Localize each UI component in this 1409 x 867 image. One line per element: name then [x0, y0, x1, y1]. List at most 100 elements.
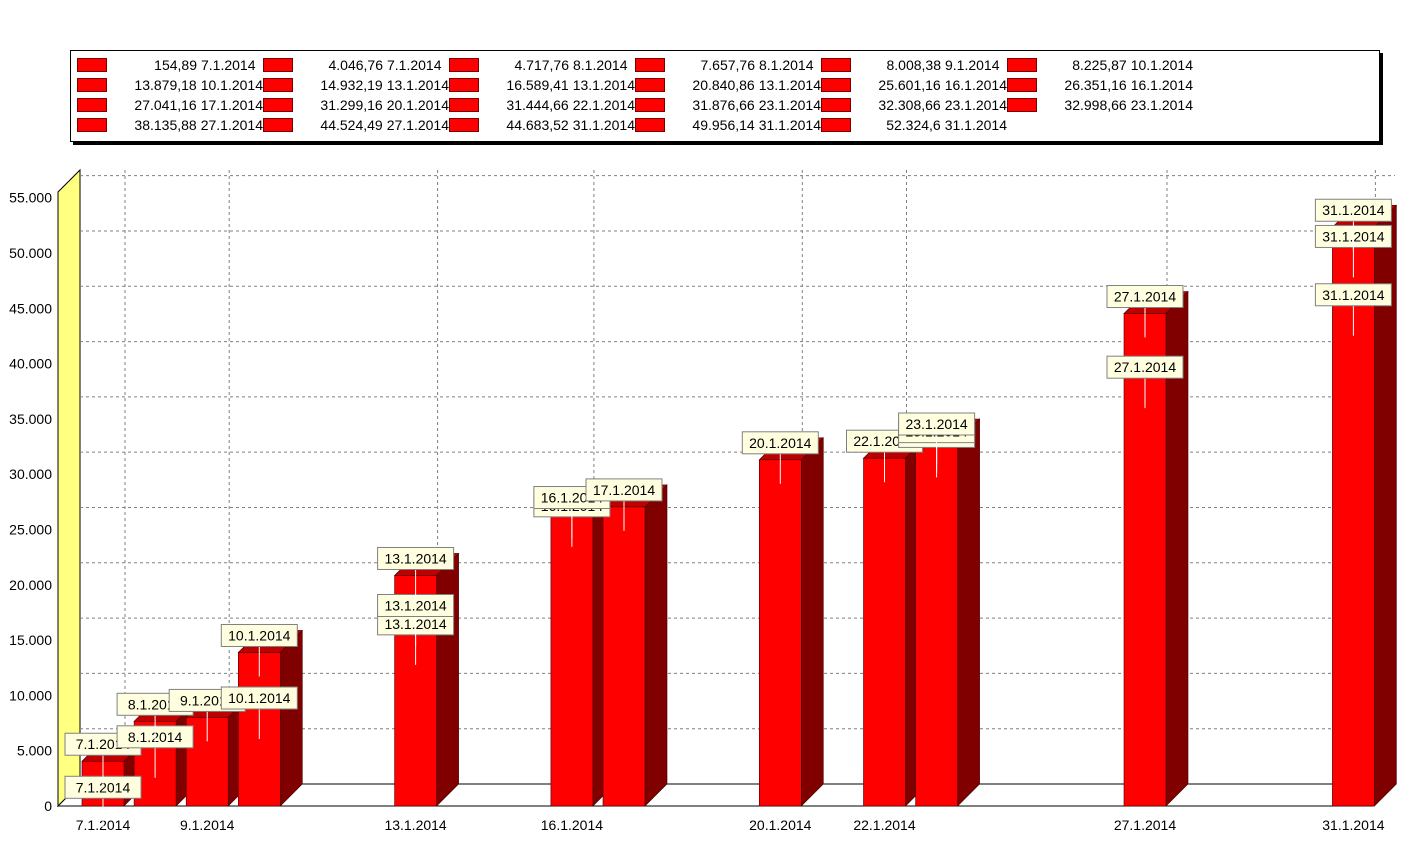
legend-date: 7.1.2014: [387, 57, 442, 73]
y-tick-label: 55.000: [9, 190, 52, 206]
legend-date: 16.1.2014: [1130, 77, 1193, 93]
data-label-text: 10.1.2014: [228, 690, 290, 706]
data-label: 31.1.2014: [1314, 198, 1392, 252]
legend-swatch: [449, 98, 479, 112]
legend-swatch: [821, 98, 851, 112]
legend-item: 32.308,66 23.1.2014: [821, 95, 1007, 115]
bar: [758, 437, 825, 807]
data-label: 10.1.2014: [220, 623, 298, 677]
legend-item: 32.998,66 23.1.2014: [1007, 95, 1193, 115]
legend-swatch: [263, 58, 293, 72]
legend-swatch: [263, 118, 293, 132]
bars: [81, 204, 1398, 807]
legend-value: 38.135,88: [134, 117, 197, 133]
bar-side: [436, 552, 459, 807]
data-label-box: [220, 623, 298, 647]
legend-item: 16.589,41 13.1.2014: [449, 75, 635, 95]
y-tick-label: 0: [44, 798, 52, 814]
legend-swatch: [821, 118, 851, 132]
bar-front: [758, 459, 802, 807]
data-label: 13.1.2014: [377, 546, 455, 600]
data-label-box: [741, 431, 819, 455]
legend-date: 7.1.2014: [201, 57, 256, 73]
x-tick-label: 16.1.2014: [541, 817, 603, 833]
x-tick-label: 31.1.2014: [1322, 817, 1384, 833]
legend-date: 22.1.2014: [572, 97, 635, 113]
data-label: 31.1.2014: [1314, 283, 1392, 336]
legend-date: 9.1.2014: [945, 57, 1000, 73]
x-tick-label: 20.1.2014: [749, 817, 811, 833]
legend-value: 26.351,16: [1064, 77, 1127, 93]
legend-item: 13.879,18 10.1.2014: [77, 75, 263, 95]
legend-item: 20.840,86 13.1.2014: [635, 75, 821, 95]
legend-date: 23.1.2014: [758, 97, 821, 113]
legend-value: 31.876,66: [692, 97, 755, 113]
legend-date: 8.1.2014: [573, 57, 628, 73]
legend-swatch: [263, 98, 293, 112]
legend-item: 44.683,52 31.1.2014: [449, 115, 635, 135]
bar: [914, 418, 981, 807]
legend-value: 8.008,38: [886, 57, 942, 73]
legend-swatch: [77, 58, 107, 72]
legend-value: 16.589,41: [506, 77, 569, 93]
legend-date: 16.1.2014: [944, 77, 1007, 93]
data-label-text: 7.1.2014: [76, 779, 131, 795]
data-label-text: 13.1.2014: [384, 598, 446, 614]
data-label: 7.1.2014: [64, 775, 142, 829]
legend-value: 14.932,19: [320, 77, 383, 93]
y-tick-label: 20.000: [9, 577, 52, 593]
legend-swatch: [77, 78, 107, 92]
data-label-text: 17.1.2014: [593, 482, 655, 498]
legend-swatch: [821, 58, 851, 72]
bar: [602, 484, 668, 807]
legend-item: 52.324,6 31.1.2014: [821, 115, 1007, 135]
legend-swatch: [449, 118, 479, 132]
data-label: 23.1.2014: [898, 412, 976, 466]
legend-swatch: [449, 58, 479, 72]
data-label-box: [220, 686, 298, 710]
legend-value: 8.225,87: [1072, 57, 1127, 73]
y-tick-label: 40.000: [9, 356, 52, 372]
legend-value: 44.683,52: [506, 117, 569, 133]
data-label-text: 10.1.2014: [228, 627, 290, 643]
data-label-box: [1106, 355, 1184, 379]
data-label-box: [1314, 283, 1392, 307]
bar-front: [550, 514, 594, 807]
y-tick-label: 50.000: [9, 245, 52, 261]
x-tick-label: 9.1.2014: [180, 817, 235, 833]
y-axis-tick-labels: 0 5.000 10.000 15.000 20.000 25.000 30.000 35.0…: [9, 190, 52, 814]
legend-date: 27.1.2014: [200, 117, 263, 133]
data-label-text: 31.1.2014: [1322, 202, 1384, 218]
x-tick-label: 13.1.2014: [384, 817, 446, 833]
legend-date: 23.1.2014: [944, 97, 1007, 113]
legend-value: 32.308,66: [878, 97, 941, 113]
legend-swatch: [449, 78, 479, 92]
left-wall: [57, 168, 81, 808]
legend-value: 20.840,86: [692, 77, 755, 93]
y-tick-label: 35.000: [9, 411, 52, 427]
data-label-text: 23.1.2014: [905, 416, 967, 432]
legend-date: 17.1.2014: [200, 97, 263, 113]
legend-date: 27.1.2014: [386, 117, 449, 133]
x-tick-label: 27.1.2014: [1114, 817, 1176, 833]
data-label: 13.1.2014: [377, 594, 455, 647]
legend-swatch: [77, 98, 107, 112]
legend-item: 26.351,16 16.1.2014: [1007, 75, 1193, 95]
legend-value: 27.041,16: [134, 97, 197, 113]
legend-swatch: [77, 118, 107, 132]
data-label: 27.1.2014: [1106, 355, 1184, 409]
bar-front: [915, 440, 958, 807]
data-label-box: [1314, 198, 1392, 222]
legend-item: 38.135,88 27.1.2014: [77, 115, 263, 135]
bar: [237, 629, 304, 807]
y-tick-label: 25.000: [9, 521, 52, 537]
legend-value: 44.524,49: [320, 117, 383, 133]
bar-front: [863, 457, 906, 807]
data-label-text: 27.1.2014: [1114, 359, 1176, 375]
legend-date: 31.1.2014: [944, 117, 1007, 133]
bar-front: [602, 506, 646, 807]
legend-swatch: [635, 78, 665, 92]
data-label-box: [585, 478, 663, 502]
legend-date: 13.1.2014: [572, 77, 635, 93]
legend-date: 10.1.2014: [200, 77, 263, 93]
